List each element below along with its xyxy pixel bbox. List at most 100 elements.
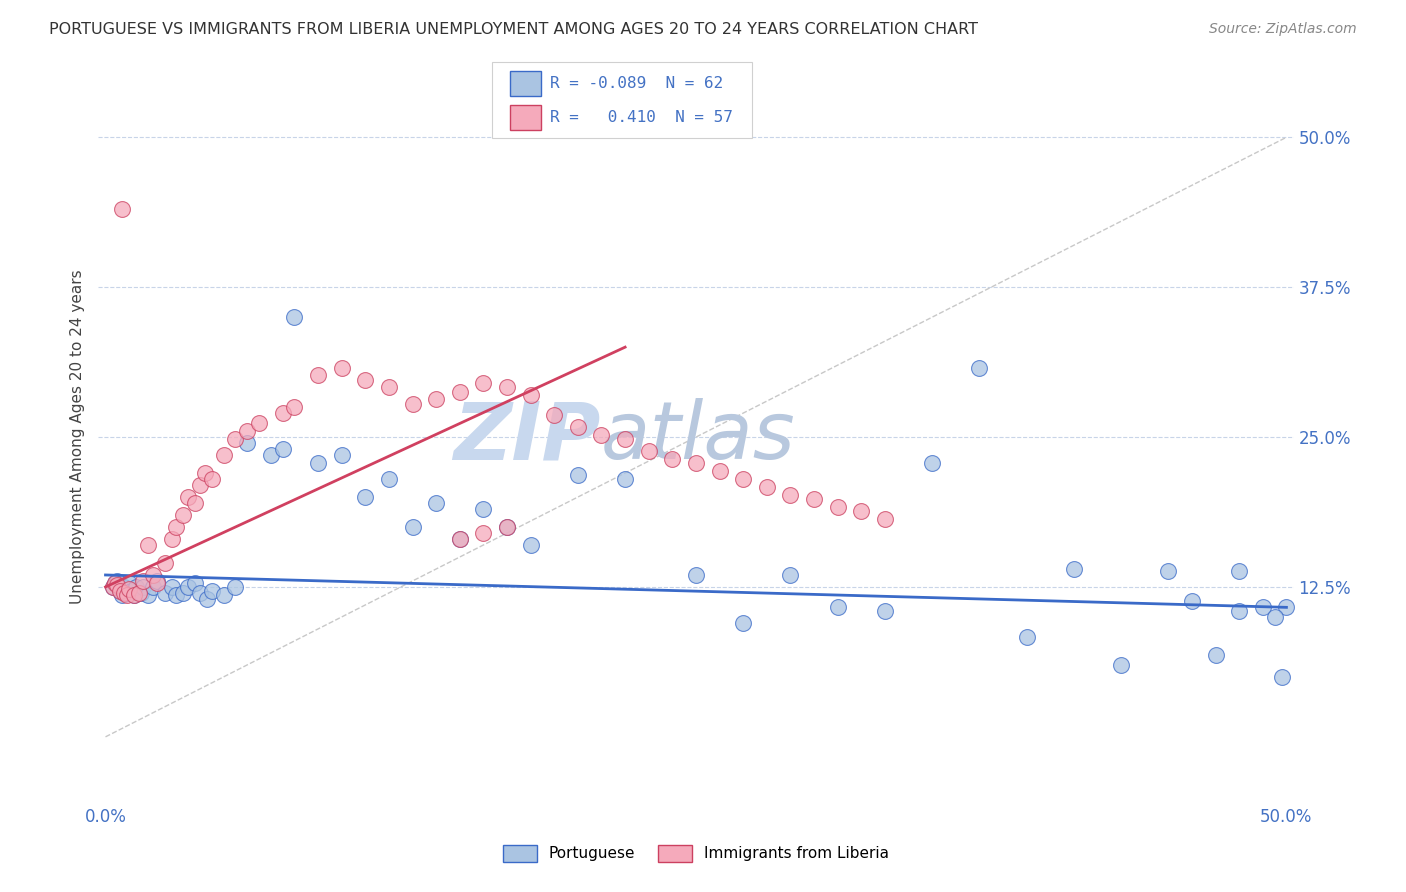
Point	[283, 400, 305, 414]
Text: R = -0.089  N = 62: R = -0.089 N = 62	[550, 76, 723, 91]
Point	[101, 580, 124, 594]
Point	[142, 580, 165, 594]
Point	[472, 376, 495, 391]
Point	[425, 496, 447, 510]
Point	[108, 583, 131, 598]
Point	[188, 586, 211, 600]
Point	[212, 448, 235, 462]
Y-axis label: Unemployment Among Ages 20 to 24 years: Unemployment Among Ages 20 to 24 years	[69, 269, 84, 605]
Point	[146, 576, 169, 591]
Point	[177, 490, 200, 504]
Point	[827, 600, 849, 615]
Point	[921, 457, 943, 471]
Point	[247, 416, 270, 430]
Point	[142, 568, 165, 582]
Point	[201, 472, 224, 486]
Point	[136, 588, 159, 602]
Point	[1157, 565, 1180, 579]
Point	[779, 488, 801, 502]
Point	[115, 588, 138, 602]
Point	[685, 568, 707, 582]
Point	[733, 472, 755, 486]
Point	[614, 433, 637, 447]
Text: PORTUGUESE VS IMMIGRANTS FROM LIBERIA UNEMPLOYMENT AMONG AGES 20 TO 24 YEARS COR: PORTUGUESE VS IMMIGRANTS FROM LIBERIA UN…	[49, 22, 979, 37]
Point	[105, 577, 128, 591]
Point	[165, 588, 187, 602]
Point	[122, 588, 145, 602]
Point	[851, 504, 873, 518]
Point	[224, 580, 246, 594]
Point	[449, 384, 471, 399]
Point	[637, 444, 659, 458]
Point	[160, 580, 183, 594]
Point	[115, 586, 138, 600]
Point	[111, 588, 134, 602]
Point	[755, 480, 778, 494]
Point	[969, 360, 991, 375]
Point	[132, 574, 155, 588]
Point	[104, 576, 127, 591]
Point	[105, 574, 128, 588]
Point	[172, 508, 194, 522]
Point	[129, 586, 152, 600]
Point	[271, 406, 294, 420]
Point	[496, 520, 519, 534]
Point	[330, 360, 353, 375]
Point	[378, 380, 401, 394]
Text: R =   0.410  N = 57: R = 0.410 N = 57	[550, 110, 733, 125]
Point	[661, 451, 683, 466]
Point	[591, 427, 613, 442]
Point	[401, 396, 423, 410]
Text: Source: ZipAtlas.com: Source: ZipAtlas.com	[1209, 22, 1357, 37]
Point	[519, 538, 541, 552]
Point	[827, 500, 849, 514]
Point	[449, 532, 471, 546]
Point	[177, 580, 200, 594]
Point	[118, 576, 141, 591]
Point	[307, 457, 329, 471]
Point	[330, 448, 353, 462]
Point	[236, 436, 259, 450]
Point	[519, 388, 541, 402]
Point	[172, 586, 194, 600]
Point	[401, 520, 423, 534]
Point	[803, 492, 825, 507]
Point	[1109, 657, 1132, 672]
Point	[779, 568, 801, 582]
Point	[567, 420, 589, 434]
Point	[685, 457, 707, 471]
Point	[136, 538, 159, 552]
Point	[1205, 648, 1227, 663]
Legend: Portuguese, Immigrants from Liberia: Portuguese, Immigrants from Liberia	[496, 838, 896, 868]
Point	[153, 586, 176, 600]
Point	[165, 520, 187, 534]
Point	[160, 532, 183, 546]
Point	[128, 586, 150, 600]
Point	[112, 586, 135, 600]
Point	[873, 511, 896, 525]
Point	[1227, 604, 1250, 618]
Text: ZIP: ZIP	[453, 398, 600, 476]
Point	[354, 490, 377, 504]
Point	[1275, 600, 1298, 615]
Point	[132, 580, 155, 594]
Point	[425, 392, 447, 406]
Point	[378, 472, 401, 486]
Point	[567, 468, 589, 483]
Point	[1251, 600, 1274, 615]
Point	[1227, 565, 1250, 579]
Point	[212, 588, 235, 602]
Point	[121, 583, 143, 598]
Point	[146, 574, 169, 588]
Point	[307, 368, 329, 382]
Point	[184, 576, 207, 591]
Point	[104, 576, 127, 591]
Point	[472, 526, 495, 541]
Point	[125, 580, 148, 594]
Point	[236, 424, 259, 438]
Point	[260, 448, 283, 462]
Point	[283, 310, 305, 325]
Point	[122, 588, 145, 602]
Point	[1264, 610, 1286, 624]
Point	[496, 380, 519, 394]
